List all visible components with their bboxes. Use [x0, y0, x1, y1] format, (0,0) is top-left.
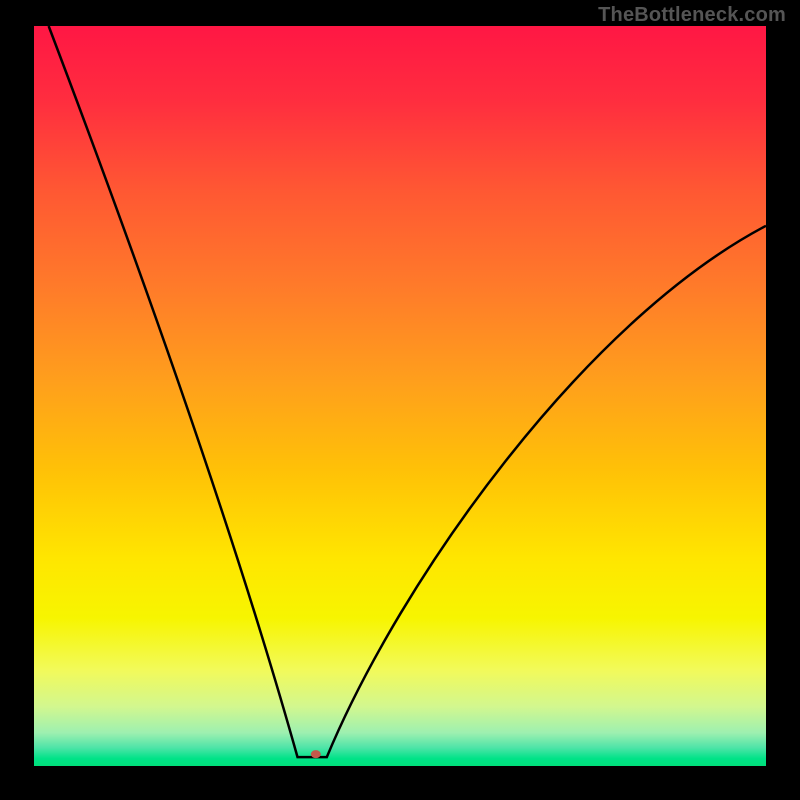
watermark-text: TheBottleneck.com [598, 4, 786, 27]
chart-plot-area [34, 26, 766, 766]
min-point-marker [311, 750, 321, 758]
bottleneck-chart [0, 0, 800, 800]
chart-container: { "watermark": { "text": "TheBottleneck.… [0, 0, 800, 800]
